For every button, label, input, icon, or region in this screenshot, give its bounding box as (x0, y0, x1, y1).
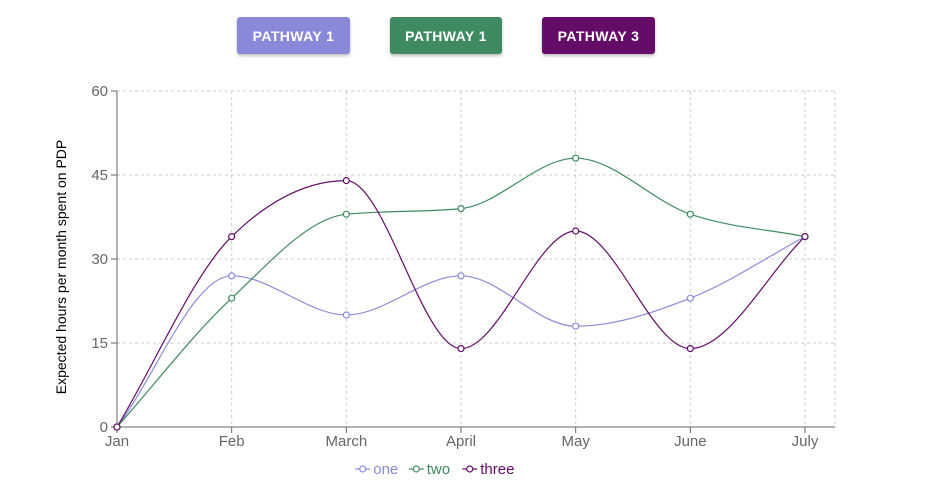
data-point-two[interactable] (228, 294, 236, 302)
x-tick-label: Jan (105, 433, 129, 450)
legend-item-three[interactable]: three (462, 461, 514, 478)
data-point-one[interactable] (457, 272, 465, 280)
legend-label: two (427, 461, 450, 478)
y-tick-label: 60 (91, 83, 108, 100)
data-point-three[interactable] (342, 177, 350, 185)
data-point-one[interactable] (342, 311, 350, 319)
x-tick-label: April (446, 433, 476, 450)
x-tick-label: June (674, 433, 707, 450)
y-tick-label: 30 (91, 251, 108, 268)
data-point-two[interactable] (686, 210, 694, 218)
legend-item-one[interactable]: one (355, 461, 398, 478)
data-point-three[interactable] (801, 233, 809, 241)
y-tick-label: 45 (91, 167, 108, 184)
grid (117, 90, 836, 427)
y-axis-title: Expected hours per month spent on PDP (53, 140, 69, 394)
data-point-three[interactable] (572, 227, 580, 235)
data-point-three[interactable] (228, 233, 236, 241)
data-point-two[interactable] (457, 205, 465, 213)
y-tick-label: 15 (91, 335, 108, 352)
legend: one two three (355, 461, 514, 478)
pathway-1-button[interactable]: PATHWAY 1 (237, 17, 350, 54)
legend-item-two[interactable]: two (408, 461, 450, 478)
x-tick-label: March (325, 433, 367, 450)
legend-label: three (480, 461, 514, 478)
data-point-two[interactable] (342, 210, 350, 218)
data-point-two[interactable] (572, 154, 580, 162)
y-tick-label: 0 (100, 419, 108, 436)
pathway-1-alt-button[interactable]: PATHWAY 1 (390, 17, 502, 54)
x-tick-label: May (561, 433, 590, 450)
legend-label: one (373, 461, 398, 478)
x-tick-label: July (792, 433, 819, 450)
data-point-three[interactable] (113, 423, 121, 431)
data-point-one[interactable] (228, 272, 236, 280)
data-point-one[interactable] (572, 322, 580, 330)
legend-marker-icon (359, 465, 367, 473)
axes: 0 15 30 45 60 Jan Feb March April May June July (91, 83, 835, 450)
pathway-3-button[interactable]: PATHWAY 3 (542, 17, 655, 54)
legend-marker-icon (412, 465, 420, 473)
data-point-three[interactable] (457, 345, 465, 353)
legend-marker-icon (466, 465, 474, 473)
data-point-one[interactable] (686, 294, 694, 302)
data-points (113, 154, 809, 431)
data-point-three[interactable] (686, 345, 694, 353)
x-tick-label: Feb (219, 433, 245, 450)
